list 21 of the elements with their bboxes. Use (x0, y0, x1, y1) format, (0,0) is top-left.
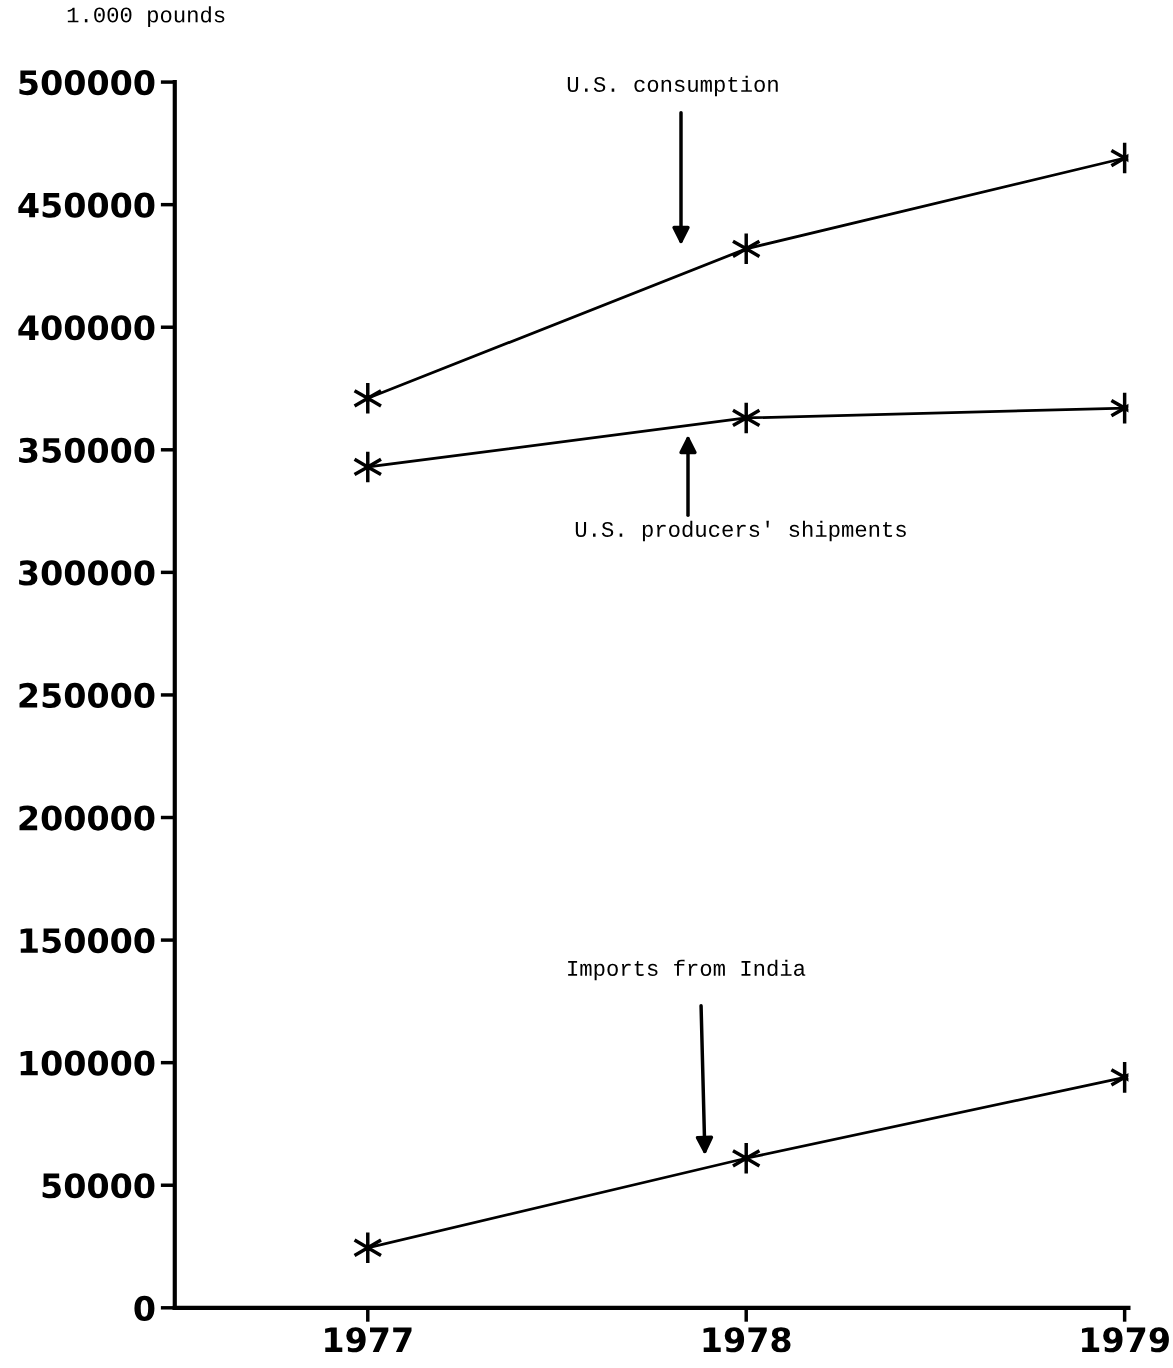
annotation: U.S. producers' shipments (575, 520, 906, 542)
y-tick-label: 150000 (20, 928, 155, 954)
y-tick-label: 450000 (18, 192, 155, 218)
annotation: U.S. consumption (567, 75, 778, 97)
y-tick-label: 400000 (18, 315, 155, 341)
point (352, 449, 383, 484)
y-tick-label: 100000 (20, 1050, 155, 1076)
point (352, 381, 383, 416)
y-tick-label: 300000 (19, 560, 155, 586)
y-tick-label: 500000 (19, 70, 155, 96)
y-tick-label: 350000 (19, 437, 155, 463)
y-tick-label: 0 (134, 1295, 155, 1321)
x-tick-label: 1977 (325, 1327, 412, 1353)
point (352, 1230, 383, 1265)
y-tick-label: 250000 (19, 682, 155, 709)
y-tick-label: 200000 (19, 805, 155, 831)
x-tick-label: 1978 (703, 1327, 791, 1353)
y-axis-title: 1.000 pounds (67, 6, 225, 27)
y-tick-label: 50000 (42, 1173, 155, 1199)
x-tick-label: 1979 (1082, 1327, 1169, 1353)
annotation: Imports from India (568, 959, 806, 981)
